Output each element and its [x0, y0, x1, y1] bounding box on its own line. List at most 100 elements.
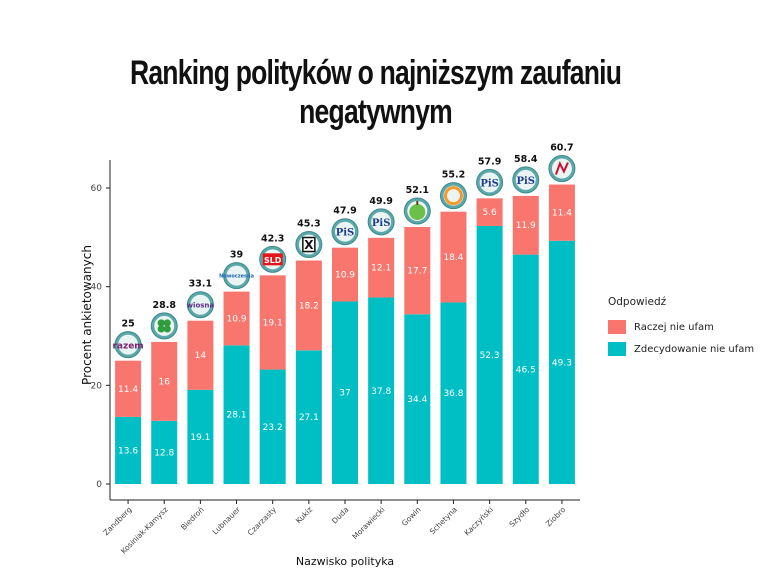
bar-raczej-9 — [440, 211, 467, 303]
data-label-raczej: 18.2 — [299, 301, 319, 311]
bar-zdecydowanie-7 — [368, 297, 395, 484]
x-tick-label: Schetyna — [428, 505, 459, 536]
logo-clover-leaf — [163, 319, 171, 327]
y-tick-label: 60 — [91, 184, 103, 194]
y-tick-label: 40 — [91, 283, 103, 293]
x-tick-label: Szydło — [507, 505, 531, 529]
logo-face-wiosna — [190, 294, 211, 315]
x-tick-label: Ziobro — [544, 505, 568, 529]
total-label: 58.4 — [514, 154, 538, 165]
logo-clover-leaf — [157, 325, 165, 333]
data-label-raczej: 14 — [195, 351, 207, 361]
bar-zdecydowanie-9 — [440, 302, 467, 484]
legend-item-zdecydowanie: Zdecydowanie nie ufam — [608, 338, 754, 360]
data-label-zdecydowanie: 28.1 — [227, 411, 247, 421]
bar-zdecydowanie-4 — [259, 369, 286, 484]
data-label-raczej: 12.1 — [371, 264, 391, 274]
total-label: 45.3 — [297, 219, 320, 230]
x-tick-label: Czarzasty — [246, 505, 279, 538]
bar-raczej-12 — [548, 184, 575, 241]
logo-text-nowoczesna: Nowoczesna — [219, 274, 254, 280]
data-label-zdecydowanie: 19.1 — [190, 433, 210, 443]
logo-kukiz-box — [302, 236, 316, 253]
total-label: 57.9 — [478, 156, 501, 167]
y-tick-label: 0 — [96, 480, 102, 490]
data-label-raczej: 16 — [159, 377, 171, 387]
x-tick-label: Kukiz — [294, 505, 314, 525]
data-label-zdecydowanie: 49.3 — [552, 358, 572, 368]
bar-raczej-11 — [512, 195, 539, 255]
logo-text-razem: razem — [112, 342, 143, 352]
logo-sld-box — [262, 253, 283, 266]
legend-swatch-zdecydowanie — [608, 342, 626, 356]
bar-zdecydowanie-6 — [332, 301, 358, 484]
logo-face-razem — [118, 334, 139, 355]
logo-text-pis: PiS — [372, 218, 391, 229]
logo-text-wiosna: wiosna — [187, 302, 215, 310]
x-tick-label: Gowin — [400, 505, 423, 528]
data-label-zdecydowanie: 13.6 — [118, 446, 138, 456]
data-label-zdecydowanie: 23.2 — [263, 423, 283, 433]
page-title: Ranking polityków o najniższym zaufaniu … — [129, 54, 622, 131]
data-label-zdecydowanie: 36.8 — [443, 389, 463, 399]
legend-item-raczej: Raczej nie ufam — [608, 316, 754, 338]
logo-clover-leaf — [163, 325, 171, 333]
data-label-zdecydowanie: 37 — [339, 389, 350, 399]
bar-raczej-7 — [368, 237, 395, 298]
legend-label-zdecydowanie: Zdecydowanie nie ufam — [634, 343, 755, 355]
x-tick-label: Biedroń — [179, 505, 206, 532]
data-label-raczej: 5.6 — [482, 208, 497, 218]
bar-raczej-3 — [223, 291, 250, 346]
bar-zdecydowanie-12 — [548, 240, 575, 484]
total-label: 60.7 — [550, 143, 573, 154]
data-label-zdecydowanie: 52.3 — [480, 351, 500, 361]
total-label: 28.8 — [153, 300, 177, 311]
logo-apple — [409, 203, 426, 220]
x-axis-label: Nazwisko polityka — [296, 555, 394, 568]
x-tick-label: Morawiecki — [350, 505, 386, 541]
data-label-raczej: 19.1 — [263, 318, 283, 328]
logo-text-pis: PiS — [516, 176, 535, 187]
logo-face-pis — [335, 221, 355, 242]
legend: Odpowiedź Raczej nie ufam Zdecydowanie n… — [608, 296, 754, 360]
bar-zdecydowanie-8 — [404, 314, 431, 484]
logo-text-pis: PiS — [336, 228, 355, 239]
total-label: 55.2 — [442, 170, 465, 181]
bar-raczej-5 — [295, 260, 322, 351]
total-label: 47.9 — [333, 206, 356, 217]
total-label: 42.3 — [261, 233, 284, 244]
data-label-raczej: 17.7 — [407, 267, 427, 277]
total-label: 39 — [230, 250, 243, 261]
bar-raczej-6 — [332, 247, 358, 302]
logo-face-psl-clover — [154, 315, 175, 336]
logo-po-ring — [443, 186, 463, 206]
legend-swatch-raczej — [608, 320, 626, 334]
data-label-raczej: 18.4 — [443, 253, 463, 263]
bar-zdecydowanie-10 — [476, 225, 503, 484]
total-label: 33.1 — [189, 279, 212, 290]
bar-raczej-0 — [115, 360, 142, 417]
logo-sp-mark — [554, 161, 569, 175]
logo-face-pis — [515, 169, 536, 190]
bar-raczej-8 — [404, 226, 431, 315]
logo-face-pis — [371, 211, 392, 232]
logo-text-pis: PiS — [480, 178, 499, 189]
total-label: 25 — [121, 319, 134, 330]
logo-text-kukiz: X — [304, 238, 314, 252]
logo-text-sld: SLD — [264, 256, 282, 265]
bar-zdecydowanie-5 — [295, 350, 322, 484]
data-label-zdecydowanie: 34.4 — [407, 395, 427, 405]
bar-zdecydowanie-11 — [512, 254, 539, 484]
y-tick-label: 20 — [91, 381, 103, 391]
data-label-raczej: 10.9 — [227, 314, 247, 324]
x-tick-label: Zandberg — [101, 505, 133, 537]
bar-zdecydowanie-3 — [223, 345, 250, 484]
bar-raczej-10 — [476, 198, 503, 226]
legend-label-raczej: Raczej nie ufam — [634, 321, 714, 333]
logo-face-nowoczesna — [226, 265, 247, 286]
data-label-zdecydowanie: 37.8 — [371, 387, 391, 397]
bar-raczej-2 — [187, 320, 214, 390]
total-label: 49.9 — [369, 196, 392, 207]
y-axis-label: Procent ankietowanych — [80, 245, 94, 385]
